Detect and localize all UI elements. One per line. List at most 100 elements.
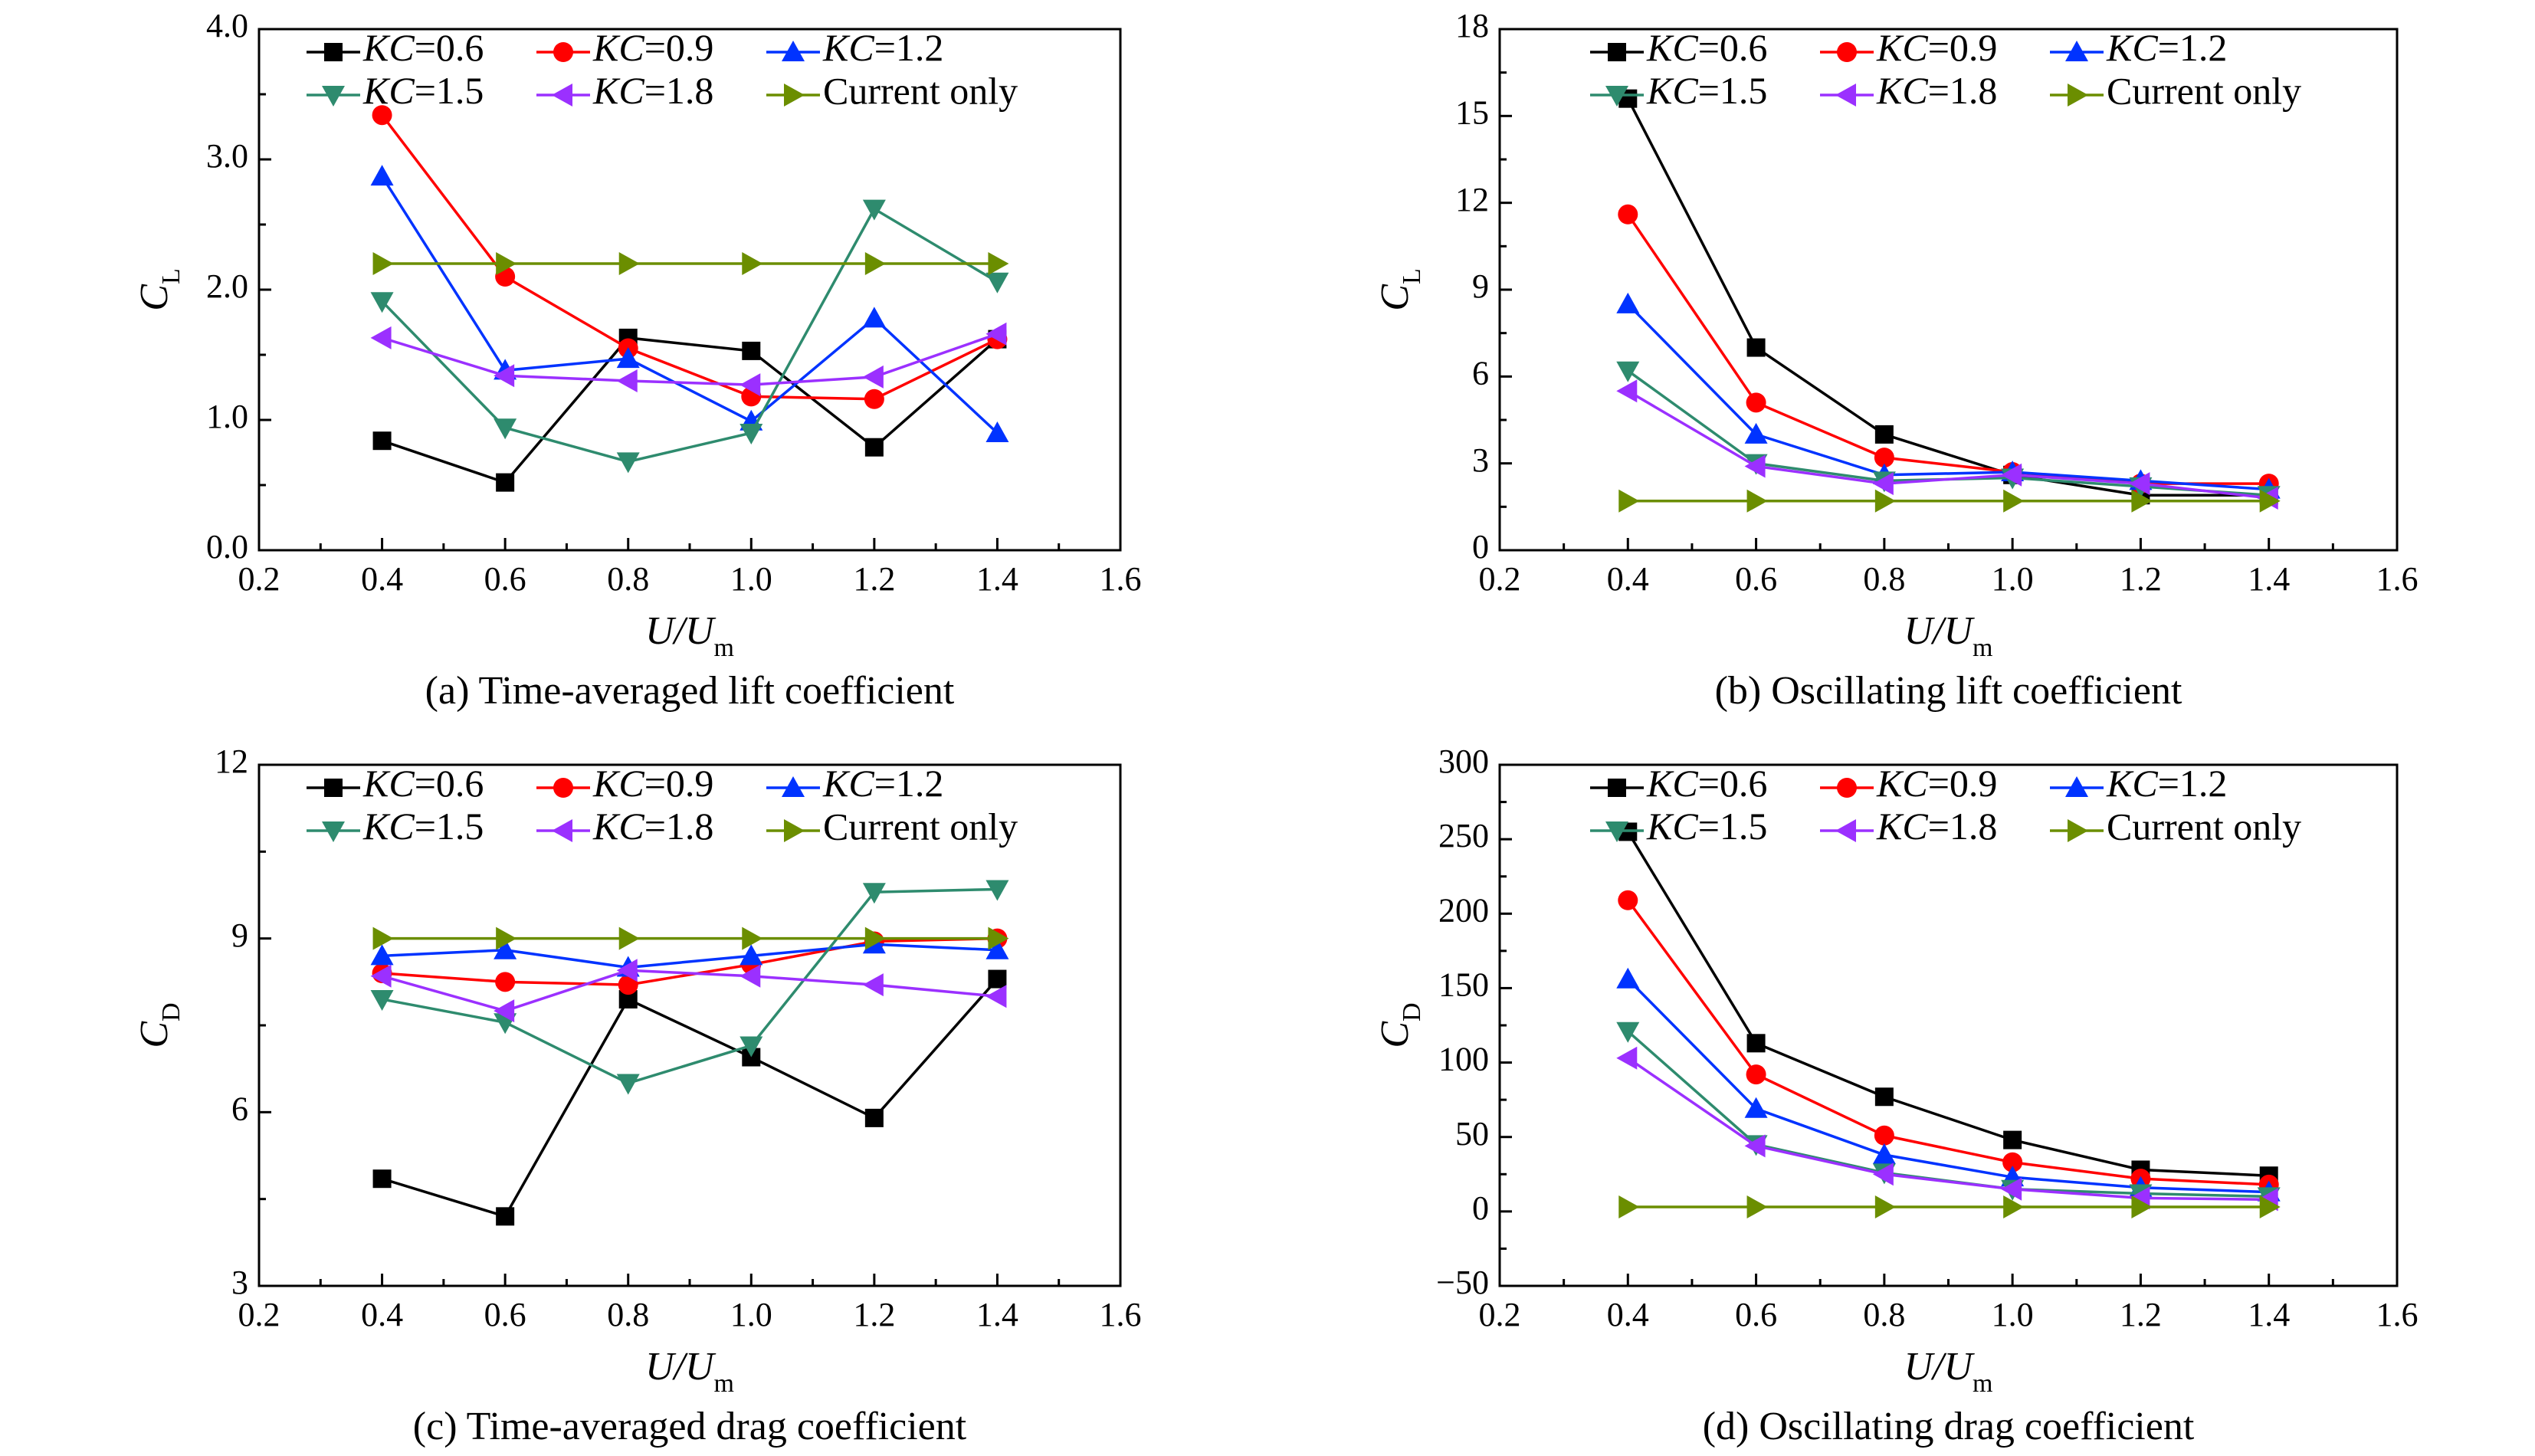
series-line	[1627, 389, 2269, 500]
series-2	[1616, 292, 2281, 499]
x-tick-label: 0.8	[1863, 560, 1905, 598]
data-point	[985, 272, 1009, 293]
y-tick-label: 200	[1438, 891, 1489, 929]
data-point	[496, 1207, 515, 1226]
data-point	[864, 438, 884, 457]
data-point	[2001, 463, 2022, 487]
data-point	[1746, 1195, 1768, 1219]
data-point	[862, 199, 886, 221]
y-tick-label: 9	[231, 917, 248, 954]
legend-marker	[782, 776, 805, 797]
legend-label: KC=0.9	[592, 762, 713, 805]
data-point	[1618, 204, 1638, 225]
data-point	[2259, 489, 2281, 513]
x-tick-label: 0.6	[484, 560, 526, 598]
legend-marker	[324, 779, 343, 797]
data-point	[370, 964, 392, 988]
data-point	[864, 389, 884, 409]
data-point	[864, 1108, 884, 1127]
data-point	[1874, 1195, 1896, 1219]
data-point	[1746, 489, 1768, 513]
series-line	[1626, 899, 2269, 1186]
panel-b: 0.2 0.4 0.6 0.8 1.0 1.2 1.4 1.6 0 3 6 9 12 15 18 U/Um CL…	[1373, 7, 2419, 713]
x-tick-label: 1.6	[2376, 560, 2419, 598]
data-point	[1874, 425, 1894, 444]
series-line	[382, 978, 999, 1218]
legend-marker	[784, 84, 805, 107]
y-tick-label: 50	[1455, 1115, 1489, 1153]
data-point	[1874, 1125, 1894, 1146]
legend-marker	[553, 42, 573, 62]
series-line	[1627, 1057, 2269, 1202]
y-tick-label: 4.0	[206, 7, 248, 44]
x-tick-label: 0.6	[1735, 560, 1777, 598]
x-tick-label: 1.6	[1100, 1296, 1142, 1333]
y-tick-label: 0	[1472, 1189, 1489, 1227]
y-axis-label: CL	[133, 268, 185, 310]
data-point	[2131, 489, 2153, 513]
data-point	[372, 105, 392, 126]
data-point	[985, 421, 1009, 442]
data-point	[2003, 489, 2025, 513]
data-point	[494, 938, 517, 959]
legend-label: KC=0.9	[1876, 762, 1997, 805]
data-point	[2259, 1195, 2281, 1219]
y-tick-label: 15	[1455, 93, 1489, 131]
y-tick-label: 6	[231, 1090, 248, 1127]
series-1	[1618, 204, 2279, 494]
legend-label: KC=1.5	[1646, 69, 1767, 112]
legend-marker	[1608, 43, 1626, 61]
legend-marker	[1608, 779, 1626, 797]
series-0	[1618, 822, 2278, 1185]
data-point	[988, 926, 1009, 950]
x-tick-label: 0.6	[1735, 1296, 1777, 1333]
x-tick-label: 0.6	[484, 1296, 526, 1333]
data-point	[616, 959, 638, 982]
legend-label: KC=0.6	[1646, 762, 1767, 805]
legend: KC=0.6 KC=0.9 KC=1.2 KC=1.5 KC=1.8 Current on…	[307, 26, 1018, 112]
series-line	[382, 943, 998, 969]
legend-label: KC=1.2	[822, 26, 943, 69]
y-tick-label: 100	[1438, 1041, 1489, 1078]
data-point	[1874, 448, 1894, 468]
legend-marker	[552, 84, 572, 107]
x-tick-label: 1.0	[730, 1296, 772, 1333]
data-point	[1874, 489, 1896, 513]
data-point	[496, 473, 515, 492]
legend-label: KC=0.9	[1876, 26, 1997, 69]
data-point	[1744, 422, 1768, 444]
data-point	[495, 972, 516, 992]
y-tick-label: 1.0	[206, 398, 248, 435]
data-point	[372, 252, 394, 275]
data-point	[2001, 1177, 2022, 1201]
y-tick-label: 0.0	[206, 528, 248, 566]
data-point	[494, 999, 515, 1023]
data-point	[740, 424, 763, 444]
data-point	[1616, 967, 1640, 989]
legend-label: Current only	[823, 69, 1018, 112]
series-4	[1616, 379, 2278, 510]
panel-caption: (d) Oscillating drag coefficient	[1703, 1405, 2195, 1448]
legend-marker	[1605, 821, 1628, 842]
y-tick-label: 0	[1472, 528, 1489, 566]
data-point	[370, 326, 392, 349]
data-point	[2129, 472, 2150, 496]
data-point	[618, 975, 638, 995]
data-point	[1872, 1163, 1894, 1186]
data-point	[1616, 292, 1640, 313]
panel-caption: (b) Oscillating lift coefficient	[1715, 669, 2182, 713]
x-tick-label: 0.4	[1607, 560, 1649, 598]
x-tick-label: 0.2	[1479, 560, 1521, 598]
series-5	[1618, 489, 2281, 513]
y-axis-label: CD	[1373, 1002, 1426, 1048]
legend-label: KC=0.6	[362, 26, 484, 69]
series-4	[370, 959, 1007, 1023]
y-tick-label: 2.0	[206, 267, 248, 305]
legend-label: KC=1.2	[2106, 26, 2227, 69]
data-point	[742, 926, 763, 950]
x-tick-label: 1.2	[853, 560, 895, 598]
series-line	[382, 333, 999, 386]
series-4	[1616, 1046, 2278, 1212]
data-point	[862, 365, 884, 389]
legend-label: KC=1.8	[1876, 805, 1997, 848]
